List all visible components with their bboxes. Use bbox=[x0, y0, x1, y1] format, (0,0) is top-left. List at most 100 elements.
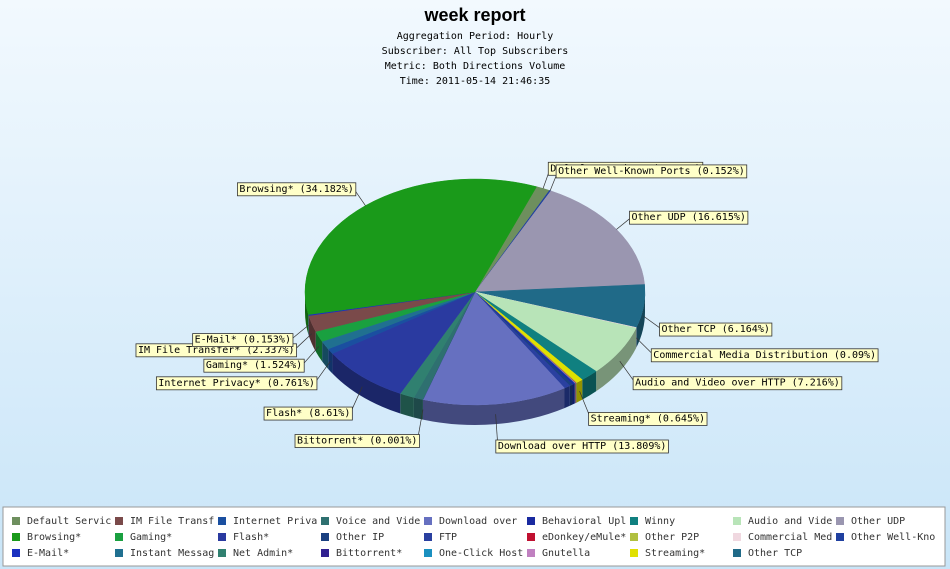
data-label-box bbox=[659, 322, 773, 337]
data-label: Commercial Media Distribution (0.09%) bbox=[653, 350, 876, 361]
slice-side bbox=[564, 385, 570, 409]
legend-swatch bbox=[115, 517, 123, 525]
legend-swatch bbox=[218, 517, 226, 525]
data-label: Streaming* (0.645%) bbox=[591, 413, 705, 424]
legend-label: Audio and Vide bbox=[748, 516, 832, 527]
legend-label: Winny bbox=[645, 516, 675, 527]
slice-side bbox=[572, 383, 575, 405]
legend-swatch bbox=[424, 549, 432, 557]
data-label-group: Internet Privacy* (0.761%) bbox=[155, 376, 318, 391]
slice bbox=[304, 178, 537, 315]
data-label: Gaming* (1.524%) bbox=[206, 360, 302, 371]
legend-swatch bbox=[12, 549, 20, 557]
legend-label: Gaming* bbox=[130, 532, 172, 543]
slice-side bbox=[315, 331, 323, 362]
legend-label: Net Admin* bbox=[233, 548, 293, 559]
slice-side bbox=[575, 382, 577, 403]
legend-swatch bbox=[115, 533, 123, 541]
slice-side bbox=[576, 379, 583, 403]
subtitle: Subscriber: All Top Subscribers bbox=[382, 46, 569, 57]
legend-label: Internet Priva bbox=[233, 516, 317, 527]
data-label-group: Download over HTTP (13.809%) bbox=[495, 439, 669, 454]
data-label-box bbox=[555, 164, 748, 179]
slice-side bbox=[308, 315, 316, 352]
slice-side bbox=[636, 292, 645, 348]
legend-swatch bbox=[424, 533, 432, 541]
legend-label: Other UDP bbox=[851, 516, 905, 527]
data-label: Internet Privacy* (0.761%) bbox=[158, 378, 315, 389]
data-label: Download over HTTP (13.809%) bbox=[498, 441, 667, 452]
legend-label: Behavioral Upl bbox=[542, 516, 626, 527]
legend-label: FTP bbox=[439, 532, 457, 543]
legend-swatch bbox=[218, 549, 226, 557]
data-label-group: E-Mail* (0.153%) bbox=[192, 333, 294, 347]
legend-swatch bbox=[12, 533, 20, 541]
legend-label: Browsing* bbox=[27, 532, 81, 543]
leader-line bbox=[301, 346, 320, 366]
data-label-box bbox=[237, 182, 357, 197]
data-label: Other Well-Known Ports (0.152%) bbox=[558, 166, 745, 177]
data-label-group: Commercial Media Distribution (0.09%) bbox=[650, 348, 879, 363]
data-label-box bbox=[155, 376, 318, 391]
subtitle: Metric: Both Directions Volume bbox=[385, 61, 566, 72]
legend-swatch bbox=[321, 533, 329, 541]
slice-side bbox=[305, 292, 309, 335]
legend-swatch bbox=[12, 517, 20, 525]
legend-swatch bbox=[733, 549, 741, 557]
data-label-group: Browsing* (34.182%) bbox=[237, 182, 357, 197]
chart-title: week report bbox=[423, 5, 525, 25]
legend-swatch bbox=[836, 517, 844, 525]
legend-swatch bbox=[733, 533, 741, 541]
legend-label: Other Well-Kno bbox=[851, 532, 935, 543]
legend-label: Voice and Vide bbox=[336, 516, 420, 527]
legend-swatch bbox=[527, 517, 535, 525]
legend-swatch bbox=[836, 533, 844, 541]
legend-label: Instant Messag bbox=[130, 548, 214, 559]
legend-label: Commercial Med bbox=[748, 532, 832, 543]
data-label-group: Other UDP (16.615%) bbox=[629, 210, 749, 225]
legend-swatch bbox=[321, 517, 329, 525]
slice-side bbox=[400, 393, 414, 418]
slice-side bbox=[582, 371, 597, 400]
legend-label: Flash* bbox=[233, 532, 269, 543]
legend-label: Download over bbox=[439, 516, 517, 527]
legend-label: Other IP bbox=[336, 532, 384, 543]
legend-swatch bbox=[321, 549, 329, 557]
data-label: Bittorrent* (0.001%) bbox=[297, 436, 417, 447]
data-label: Other UDP (16.615%) bbox=[631, 212, 745, 223]
legend-swatch bbox=[630, 533, 638, 541]
data-label: Other TCP (6.164%) bbox=[661, 324, 769, 335]
data-label-group: Other TCP (6.164%) bbox=[659, 322, 773, 337]
leader-line bbox=[616, 216, 632, 230]
legend-label: E-Mail* bbox=[27, 548, 69, 559]
data-label-box bbox=[650, 348, 879, 363]
slice-side bbox=[328, 348, 333, 374]
data-label-group: Other Well-Known Ports (0.152%) bbox=[555, 164, 748, 179]
slice-side bbox=[332, 353, 401, 414]
slice bbox=[332, 291, 476, 394]
data-label: IM File Transfer* (2.337%) bbox=[138, 345, 295, 356]
legend-label: eDonkey/eMule* bbox=[542, 532, 626, 543]
legend-swatch bbox=[733, 517, 741, 525]
data-label: E-Mail* (0.153%) bbox=[195, 335, 291, 346]
legend-label: IM File Transf bbox=[130, 516, 214, 527]
subtitle: Time: 2011-05-14 21:46:35 bbox=[400, 76, 551, 87]
legend-swatch bbox=[527, 533, 535, 541]
leader-line bbox=[643, 315, 662, 330]
legend-label: Bittorrent* bbox=[336, 548, 402, 559]
data-label-box bbox=[495, 439, 669, 454]
legend-swatch bbox=[630, 517, 638, 525]
data-label-box bbox=[263, 406, 353, 421]
legend-label: Other TCP bbox=[748, 548, 802, 559]
leader-line bbox=[314, 361, 331, 384]
data-label-group: Streaming* (0.645%) bbox=[588, 412, 708, 426]
legend-swatch bbox=[115, 549, 123, 557]
data-label-box bbox=[632, 376, 843, 391]
leader-line bbox=[290, 324, 309, 340]
data-label-box bbox=[203, 358, 305, 373]
data-label-group: Bittorrent* (0.001%) bbox=[294, 434, 420, 448]
legend-swatch bbox=[424, 517, 432, 525]
leader-line bbox=[294, 333, 313, 351]
